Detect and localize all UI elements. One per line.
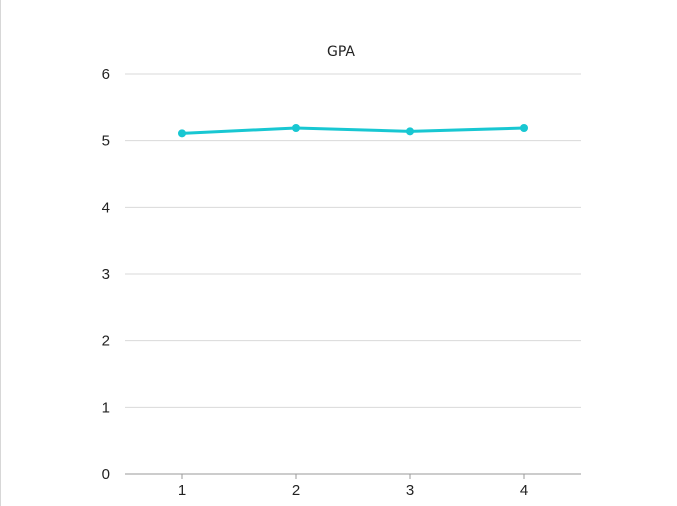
- series-layer: [178, 124, 528, 138]
- x-tick-label-3: 3: [406, 482, 414, 499]
- x-tick-label-2: 2: [292, 482, 300, 499]
- x-tick-label-4: 4: [520, 482, 528, 499]
- y-tick-label-3: 3: [102, 266, 110, 283]
- data-point-4: [520, 124, 528, 132]
- x-tick-label-1: 1: [178, 482, 186, 499]
- data-point-1: [178, 129, 186, 138]
- data-point-2: [292, 124, 300, 132]
- y-tick-label-4: 4: [102, 199, 110, 216]
- axes: 0 1 2 3 4 5 6 1 2 3 4: [102, 66, 529, 499]
- y-tick-label-5: 5: [102, 133, 110, 150]
- series-line-0: [180, 126, 526, 135]
- y-tick-label-2: 2: [102, 333, 110, 350]
- data-point-3: [406, 127, 414, 136]
- left-border: [0, 0, 1, 506]
- chart-title: GPA: [327, 44, 355, 60]
- y-tick-label-0: 0: [102, 466, 110, 483]
- gridlines: [125, 73, 581, 475]
- y-tick-label-6: 6: [102, 66, 110, 83]
- y-tick-label-1: 1: [102, 399, 110, 416]
